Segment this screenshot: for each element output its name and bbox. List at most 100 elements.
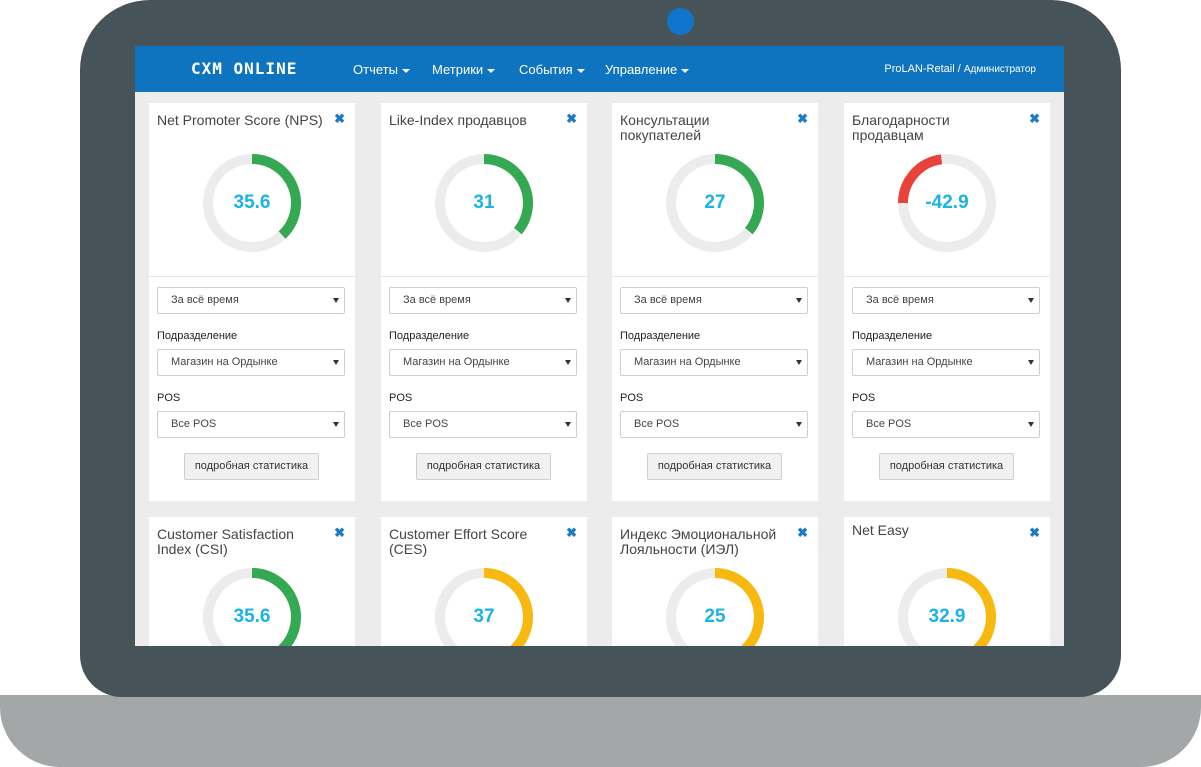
gauge-value: 27 (704, 192, 726, 213)
pos-label: POS (852, 392, 876, 404)
nav-menu-reports[interactable]: Отчеты (353, 62, 410, 77)
pos-select-value: Все POS (634, 418, 680, 430)
dropdown-arrow-icon (796, 298, 802, 303)
close-icon[interactable]: ✖ (797, 525, 808, 540)
pos-select[interactable]: Все POS (157, 411, 345, 438)
details-button[interactable]: подробная статистика (184, 453, 319, 480)
laptop-base (0, 695, 1201, 767)
gauge-value: 32.9 (928, 606, 966, 627)
divider (612, 276, 818, 277)
caret-down-icon (401, 68, 410, 73)
dropdown-arrow-icon (565, 422, 571, 427)
dropdown-arrow-icon (333, 298, 339, 303)
dropdown-arrow-icon (1028, 422, 1034, 427)
department-select-value: Магазин на Ордынке (403, 356, 510, 368)
dropdown-arrow-icon (796, 422, 802, 427)
dropdown-arrow-icon (565, 360, 571, 365)
department-select[interactable]: Магазин на Ордынке (389, 349, 577, 376)
gauge-value: 37 (473, 606, 495, 627)
gauge-arc (946, 568, 996, 646)
period-select[interactable]: За всё время (852, 287, 1040, 314)
period-select[interactable]: За всё время (157, 287, 345, 314)
metric-card: Net Promoter Score (NPS) ✖ 35.6 За всё в… (149, 103, 355, 501)
nav-menu-label: Метрики (432, 62, 484, 77)
department-label: Подразделение (620, 330, 701, 342)
department-select[interactable]: Магазин на Ордынке (157, 349, 345, 376)
gauge: -42.9 (897, 153, 997, 253)
close-icon[interactable]: ✖ (566, 111, 577, 126)
department-label: Подразделение (157, 330, 238, 342)
divider (149, 276, 355, 277)
department-select[interactable]: Магазин на Ордынке (620, 349, 808, 376)
gauge: 37 (434, 567, 534, 646)
nav-menu-events[interactable]: События (519, 62, 585, 77)
pos-select-value: Все POS (866, 418, 912, 430)
pos-select[interactable]: Все POS (389, 411, 577, 438)
gauge-value: -42.9 (925, 192, 969, 213)
gauge-svg (666, 568, 764, 646)
card-title: Net Easy (852, 522, 909, 538)
details-button[interactable]: подробная статистика (416, 453, 551, 480)
pos-label: POS (620, 392, 644, 404)
details-button[interactable]: подробная статистика (879, 453, 1014, 480)
close-icon[interactable]: ✖ (1029, 525, 1040, 540)
gauge: 31 (434, 153, 534, 253)
close-icon[interactable]: ✖ (334, 525, 345, 540)
gauge-arc (714, 568, 764, 646)
pos-select[interactable]: Все POS (620, 411, 808, 438)
department-label: Подразделение (389, 330, 470, 342)
card-title: Customer Effort Score (CES) (389, 526, 528, 557)
metric-card: Customer Effort Score (CES) ✖ 37 (381, 517, 587, 646)
department-select[interactable]: Магазин на Ордынке (852, 349, 1040, 376)
metric-card: Like-Index продавцов ✖ 31 За всё время П… (381, 103, 587, 501)
logo[interactable]: CXM ONLINE (191, 59, 298, 78)
pos-select[interactable]: Все POS (852, 411, 1040, 438)
gauge-svg (666, 154, 764, 252)
company-name: ProLAN-Retail / (884, 63, 961, 75)
dropdown-arrow-icon (565, 298, 571, 303)
card-title: Благодарности продавцам (852, 112, 950, 143)
nav-menu-label: Управление (605, 62, 678, 77)
divider (844, 276, 1050, 277)
close-icon[interactable]: ✖ (1029, 111, 1040, 126)
nav-menu-label: События (519, 62, 573, 77)
gauge-svg (203, 568, 301, 646)
department-select-value: Магазин на Ордынке (866, 356, 973, 368)
department-select-value: Магазин на Ордынке (171, 356, 278, 368)
period-select-value: За всё время (171, 294, 239, 306)
period-select[interactable]: За всё время (389, 287, 577, 314)
metric-card: Customer Satisfaction Index (CSI) ✖ 35.6 (149, 517, 355, 646)
close-icon[interactable]: ✖ (797, 111, 808, 126)
caret-down-icon (576, 68, 585, 73)
app-screen: CXM ONLINE Отчеты Метрики События Управл… (135, 46, 1064, 646)
details-button[interactable]: подробная статистика (647, 453, 782, 480)
dropdown-arrow-icon (1028, 360, 1034, 365)
card-title: Like-Index продавцов (389, 112, 527, 128)
gauge-value: 25 (704, 606, 726, 627)
gauge-arc (898, 154, 943, 204)
dropdown-arrow-icon (333, 422, 339, 427)
department-label: Подразделение (852, 330, 933, 342)
gauge-arc (251, 154, 301, 239)
gauge-arc (483, 154, 533, 235)
period-select-value: За всё время (866, 294, 934, 306)
metric-card: Благодарности продавцам ✖ -42.9 За всё в… (844, 103, 1050, 501)
nav-menu-metrics[interactable]: Метрики (432, 62, 496, 77)
nav-menu-management[interactable]: Управление (605, 62, 690, 77)
gauge-value: 31 (473, 192, 495, 213)
gauge: 32.9 (897, 567, 997, 646)
caret-down-icon (487, 68, 496, 73)
caret-down-icon (681, 68, 690, 73)
user-account[interactable]: ProLAN-Retail / Администратор (884, 63, 1036, 75)
period-select[interactable]: За всё время (620, 287, 808, 314)
gauge-svg (435, 154, 533, 252)
period-select-value: За всё время (634, 294, 702, 306)
close-icon[interactable]: ✖ (566, 525, 577, 540)
dropdown-arrow-icon (1028, 298, 1034, 303)
metric-card: Консультации покупателей ✖ 27 За всё вре… (612, 103, 818, 501)
dropdown-arrow-icon (796, 360, 802, 365)
close-icon[interactable]: ✖ (334, 111, 345, 126)
gauge: 27 (665, 153, 765, 253)
pos-select-value: Все POS (171, 418, 217, 430)
gauge-value: 35.6 (233, 192, 271, 213)
